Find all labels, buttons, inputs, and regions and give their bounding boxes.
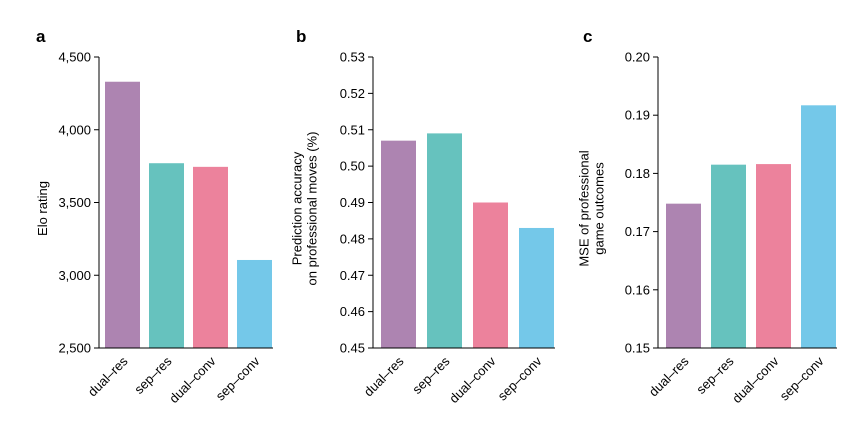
- category-label: dual–res: [361, 353, 407, 399]
- bar-2: [711, 164, 746, 348]
- chart-panel-a: a 2,500 3,000 3,500 4,000 4,500 Elo rating dual…: [35, 27, 273, 406]
- panel-letter: c: [583, 27, 592, 46]
- y-tick-label: 3,000: [58, 268, 91, 283]
- bar-3: [473, 202, 508, 348]
- bar-2: [427, 133, 462, 348]
- y-tick-label: 0.17: [625, 224, 650, 239]
- category-label: sep–conv: [213, 353, 263, 403]
- y-tick-label: 0.18: [625, 166, 650, 181]
- bar-1: [381, 140, 416, 348]
- y-tick-label: 0.48: [340, 231, 365, 246]
- bar-4: [519, 227, 554, 348]
- chart-panel-b: b 0.45 0.46 0.47 0.48 0.49 0.50 0.51 0.52 0.53 Pre…: [290, 27, 555, 406]
- bar-1: [105, 81, 140, 349]
- category-label: dual–res: [85, 353, 131, 399]
- y-tick-label: 0.53: [340, 50, 365, 65]
- y-tick-label: 0.47: [340, 268, 365, 283]
- bar-3: [756, 164, 791, 348]
- y-tick-label: 4,500: [58, 50, 91, 65]
- y-tick-label: 0.51: [340, 122, 365, 137]
- y-tick-label: 0.50: [340, 159, 365, 174]
- category-label: dual–conv: [166, 353, 219, 406]
- y-tick-label: 0.46: [340, 304, 365, 319]
- y-axis-title: MSE of professional: [577, 150, 592, 266]
- category-label: dual–res: [646, 353, 692, 399]
- y-axis-title: game outcomes: [592, 162, 607, 255]
- y-axis-title: Prediction accuracy: [290, 151, 305, 265]
- y-tick-label: 0.15: [625, 341, 650, 356]
- y-tick-label: 0.49: [340, 195, 365, 210]
- y-axis-title: Elo rating: [35, 181, 50, 236]
- panel-letter: b: [296, 27, 306, 46]
- category-label: sep–res: [409, 353, 453, 397]
- category-label: sep–res: [693, 353, 737, 397]
- y-tick-label: 0.19: [625, 108, 650, 123]
- bar-4: [801, 105, 836, 348]
- panel-letter: a: [36, 27, 46, 46]
- bar-1: [666, 203, 701, 348]
- y-tick-label: 0.45: [340, 341, 365, 356]
- y-tick-label: 4,000: [58, 122, 91, 137]
- y-axis-title: on professional moves (%): [305, 132, 320, 286]
- y-tick-label: 0.52: [340, 86, 365, 101]
- category-label: sep–res: [131, 353, 175, 397]
- y-tick-label: 0.20: [625, 50, 650, 65]
- y-tick-label: 2,500: [58, 341, 91, 356]
- y-tick-label: 0.16: [625, 282, 650, 297]
- category-label: sep–conv: [495, 353, 545, 403]
- bar-2: [149, 163, 184, 348]
- bar-3: [193, 166, 228, 348]
- category-label: dual–conv: [729, 353, 782, 406]
- category-label: sep–conv: [777, 353, 827, 403]
- chart-panel-c: c 0.15 0.16 0.17 0.18 0.19 0.20 MSE of professi…: [577, 27, 837, 406]
- bar-4: [237, 259, 272, 348]
- y-tick-label: 3,500: [58, 195, 91, 210]
- category-label: dual–conv: [446, 353, 499, 406]
